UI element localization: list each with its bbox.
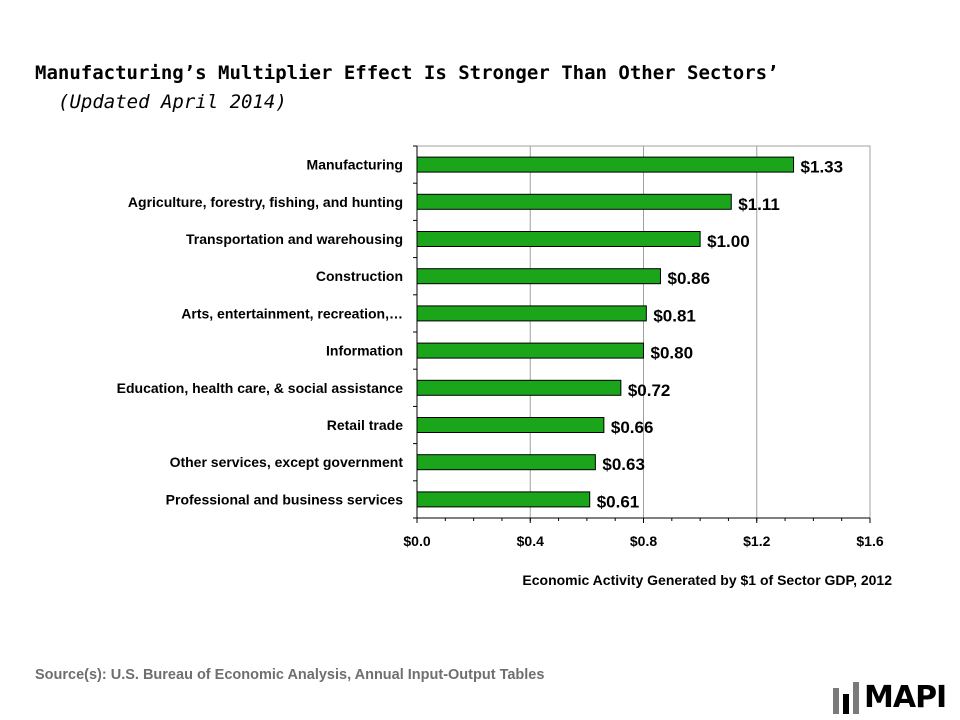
mapi-logo: MAPI: [832, 678, 952, 718]
mapi-logo-text: MAPI: [864, 680, 947, 715]
x-tick-label: $1.2: [743, 533, 770, 549]
chart-subtitle: (Updated April 2014): [58, 91, 287, 113]
bar: [416, 156, 795, 173]
bar: [416, 305, 647, 322]
value-label: $0.86: [667, 269, 710, 288]
category-label: Education, health care, & social assista…: [117, 380, 404, 396]
category-label: Agriculture, forestry, fishing, and hunt…: [128, 194, 403, 210]
bar: [416, 454, 596, 471]
x-tick-label: $0.0: [403, 533, 430, 549]
source-note: Source(s): U.S. Bureau of Economic Analy…: [35, 667, 545, 683]
bar: [416, 342, 644, 359]
value-label: $0.66: [611, 418, 654, 437]
bar: [416, 379, 622, 396]
value-label: $1.11: [738, 195, 780, 214]
value-label: $0.63: [602, 455, 645, 474]
bar: [416, 417, 605, 433]
x-tick-label: $0.4: [517, 533, 544, 549]
category-label: Construction: [316, 268, 403, 284]
category-label: Retail trade: [327, 417, 403, 433]
bar: [416, 231, 701, 247]
x-axis-label: Economic Activity Generated by $1 of Sec…: [522, 572, 892, 588]
bar: [416, 193, 732, 210]
value-label: $0.72: [628, 381, 671, 400]
bar: [416, 268, 661, 285]
value-label: $1.33: [801, 158, 844, 177]
category-label: Information: [326, 343, 403, 359]
chart-title: Manufacturing’s Multiplier Effect Is Str…: [35, 62, 779, 84]
bar: [416, 491, 591, 508]
mapi-logo-icon: [833, 682, 859, 714]
category-label: Arts, entertainment, recreation,…: [181, 305, 403, 321]
value-label: $1.00: [707, 232, 750, 251]
value-label: $0.81: [653, 306, 696, 325]
category-label: Other services, except government: [170, 454, 404, 470]
category-label: Professional and business services: [166, 491, 404, 507]
category-label: Manufacturing: [307, 157, 403, 173]
x-tick-label: $1.6: [856, 533, 883, 549]
category-label: Transportation and warehousing: [186, 231, 403, 247]
x-tick-label: $0.8: [630, 533, 657, 549]
value-label: $0.80: [651, 344, 694, 363]
value-label: $0.61: [597, 492, 640, 511]
